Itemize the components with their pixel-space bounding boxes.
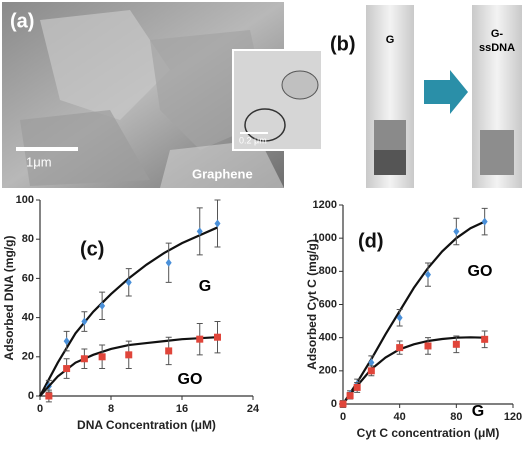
point [196, 336, 203, 343]
x-tick-label: 8 [108, 403, 114, 415]
point [340, 401, 347, 408]
series-label: GO [468, 263, 493, 280]
y-axis-label: Adsorbed Cyt C (mg/g) [305, 239, 319, 370]
y-tick-label: 100 [16, 194, 34, 206]
x-tick-label: 120 [504, 411, 522, 423]
y-tick-label: 20 [22, 351, 34, 363]
point [99, 302, 105, 310]
y-tick-label: 0 [331, 398, 337, 410]
y-tick-label: 1200 [313, 199, 337, 211]
point [215, 220, 221, 228]
point [165, 347, 172, 354]
cuvette-label: G [386, 34, 395, 46]
point [368, 367, 375, 374]
arrow [424, 70, 468, 114]
y-tick-label: 200 [319, 365, 337, 377]
y-tick-label: 0 [28, 390, 34, 402]
y-tick-label: 400 [319, 332, 337, 344]
y-tick-label: 60 [22, 272, 34, 284]
point [481, 336, 488, 343]
point [45, 393, 52, 400]
dispersion [480, 130, 514, 175]
point [347, 392, 354, 399]
panel-label: (c) [80, 238, 104, 260]
point [354, 384, 361, 391]
cuvette-label: ssDNA [479, 42, 515, 54]
point [368, 359, 374, 367]
point [99, 353, 106, 360]
scale-bar [16, 147, 78, 151]
y-tick-label: 40 [22, 312, 34, 324]
x-axis-label: DNA Concentration (μM) [77, 418, 216, 432]
caption: Graphene [192, 166, 253, 181]
point [125, 351, 132, 358]
flake [282, 71, 318, 99]
sediment [374, 150, 406, 175]
figure: (a) 1μm Graphene 0.2 μm (b) G G- ssDNA 0… [0, 0, 527, 450]
x-axis-label: Cyt C concentration (μM) [357, 426, 500, 440]
panel-label: (b) [330, 33, 356, 55]
x-tick-label: 80 [450, 411, 462, 423]
series-label: G [472, 403, 484, 420]
y-tick-label: 80 [22, 233, 34, 245]
point [166, 259, 172, 267]
y-axis-label: Adsorbed DNA (mg/g) [2, 236, 16, 361]
y-tick-label: 800 [319, 265, 337, 277]
panel-label: (a) [10, 10, 34, 32]
x-tick-label: 16 [176, 403, 188, 415]
point [425, 342, 432, 349]
scale-label: 0.2 μm [239, 135, 267, 145]
point [81, 355, 88, 362]
point [63, 365, 70, 372]
x-tick-label: 0 [37, 403, 43, 415]
series-label: G [199, 278, 211, 295]
x-tick-label: 40 [394, 411, 406, 423]
panel-label: (d) [358, 230, 384, 252]
series-label: GO [178, 371, 203, 388]
point [453, 341, 460, 348]
x-tick-label: 0 [340, 411, 346, 423]
point [214, 334, 221, 341]
scale-label: 1μm [26, 154, 52, 169]
y-tick-label: 600 [319, 298, 337, 310]
cuvette-label: G- [491, 28, 504, 40]
point [482, 218, 488, 226]
x-tick-label: 24 [247, 403, 260, 415]
point [396, 344, 403, 351]
point [453, 228, 459, 236]
scale-bar [240, 132, 268, 134]
